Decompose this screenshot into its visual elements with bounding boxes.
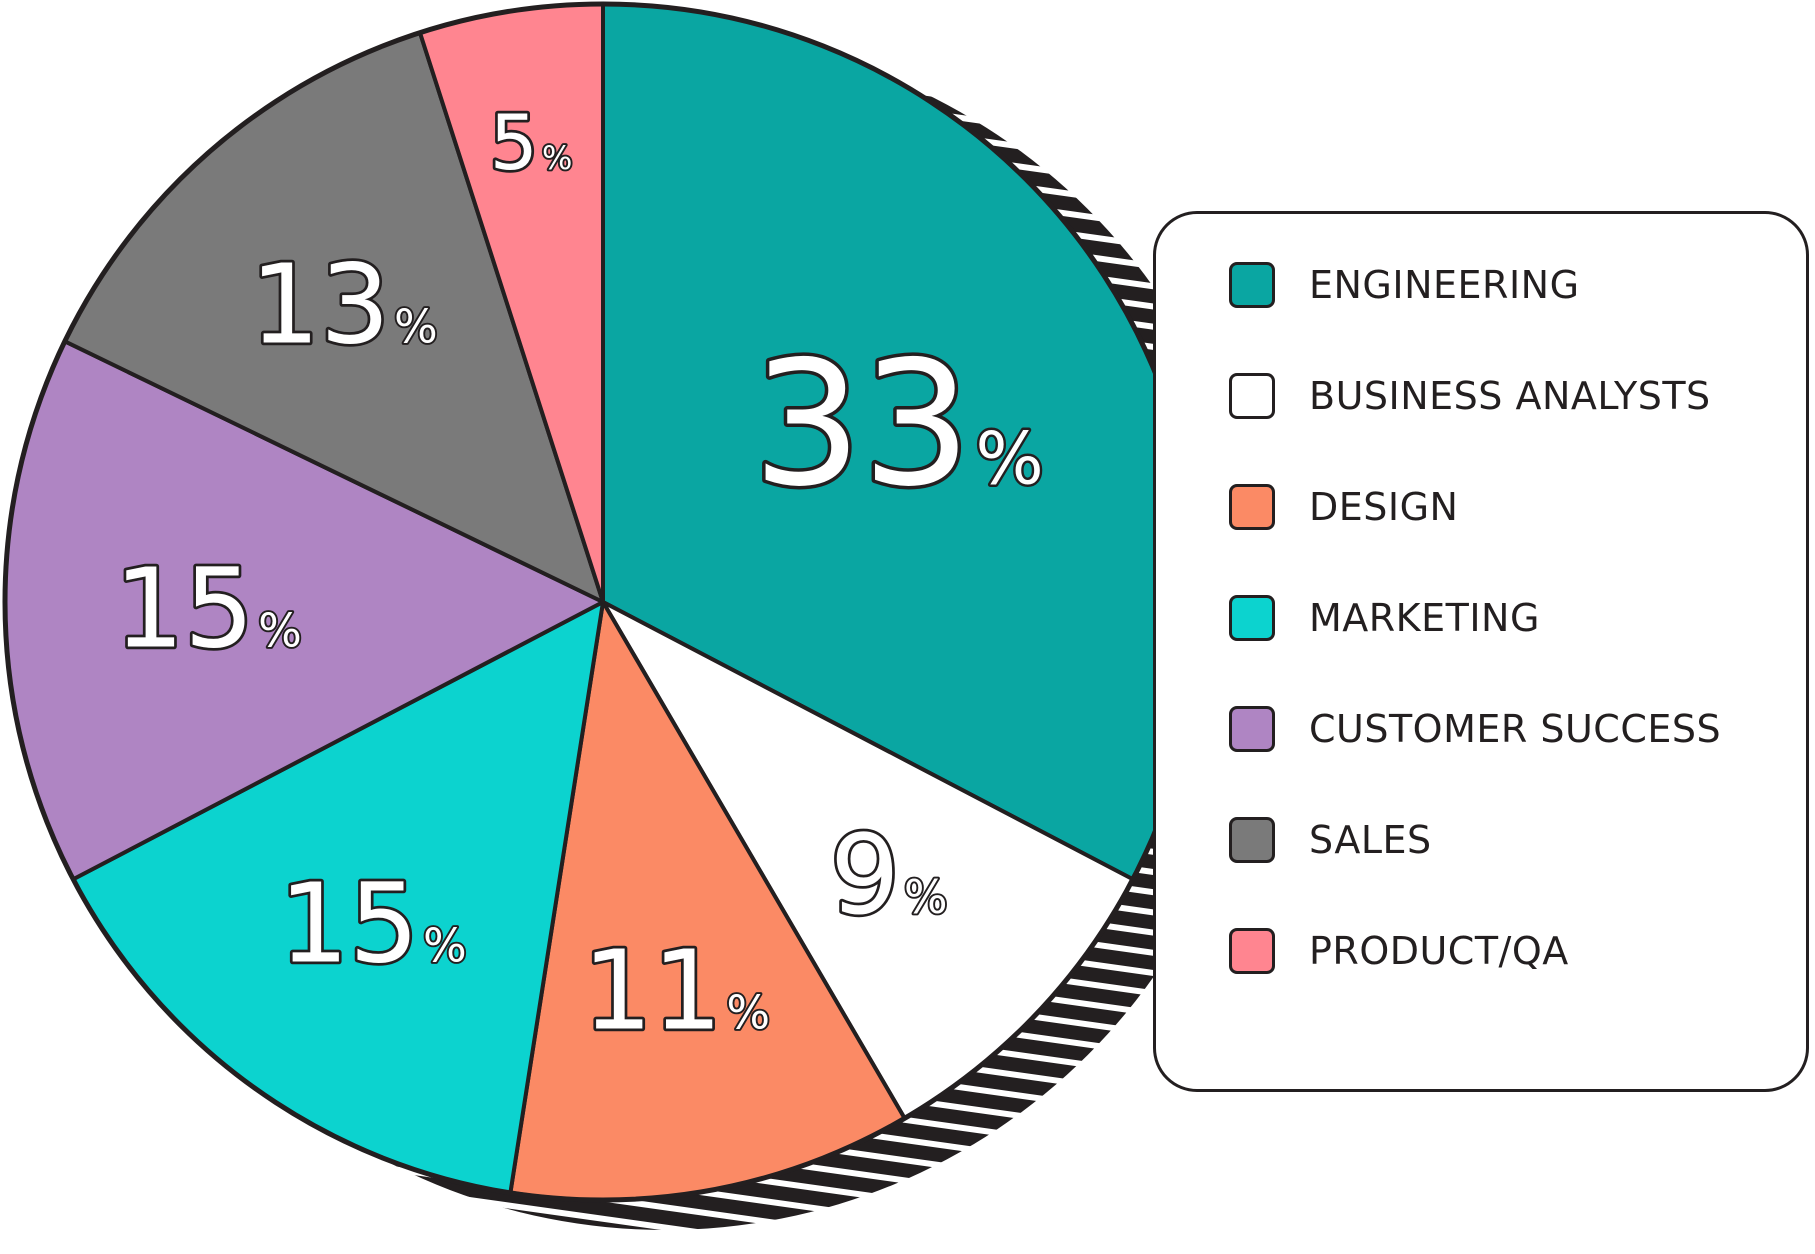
pie-label-value-customer-success: 15 xyxy=(114,545,254,673)
pie-label-business-analysts: 9% xyxy=(830,811,948,939)
legend-swatch-product-qa xyxy=(1229,928,1275,974)
legend-swatch-design xyxy=(1229,484,1275,530)
pie-label-unit-business-analysts: % xyxy=(904,870,948,924)
legend-item-engineering: ENGINEERING xyxy=(1229,259,1580,311)
pie-label-unit-sales: % xyxy=(394,299,438,353)
legend-swatch-customer-success xyxy=(1229,706,1275,752)
legend-swatch-marketing xyxy=(1229,595,1275,641)
legend-item-customer-success: CUSTOMER SUCCESS xyxy=(1229,703,1721,755)
legend-item-product-qa: PRODUCT/QA xyxy=(1229,925,1569,977)
legend-label-engineering: ENGINEERING xyxy=(1309,263,1580,307)
pie-label-unit-product-qa: % xyxy=(542,139,572,177)
pie-label-value-design: 11 xyxy=(582,927,722,1055)
legend-label-product-qa: PRODUCT/QA xyxy=(1309,929,1569,973)
legend-label-customer-success: CUSTOMER SUCCESS xyxy=(1309,707,1722,751)
legend-swatch-business-analysts xyxy=(1229,373,1275,419)
legend-swatch-engineering xyxy=(1229,262,1275,308)
pie-label-product-qa: 5% xyxy=(490,98,573,187)
legend-item-sales: SALES xyxy=(1229,814,1432,866)
pie-label-value-engineering: 33 xyxy=(752,324,971,525)
legend-label-sales: SALES xyxy=(1309,818,1432,862)
legend-label-marketing: MARKETING xyxy=(1309,596,1540,640)
legend-swatch-sales xyxy=(1229,817,1275,863)
pie-label-marketing: 15% xyxy=(279,859,467,987)
pie-label-unit-marketing: % xyxy=(423,918,467,972)
legend-label-business-analysts: BUSINESS ANALYSTS xyxy=(1309,374,1711,418)
pie-label-unit-engineering: % xyxy=(975,417,1043,501)
pie-label-unit-customer-success: % xyxy=(258,604,302,658)
pie-label-unit-design: % xyxy=(726,986,770,1040)
legend: ENGINEERING BUSINESS ANALYSTS DESIGN MAR… xyxy=(1153,211,1809,1092)
pie-label-value-sales: 13 xyxy=(250,240,390,368)
legend-item-business-analysts: BUSINESS ANALYSTS xyxy=(1229,370,1711,422)
pie-label-customer-success: 15% xyxy=(114,545,302,673)
pie-label-value-product-qa: 5 xyxy=(490,98,538,187)
legend-item-design: DESIGN xyxy=(1229,481,1458,533)
legend-label-design: DESIGN xyxy=(1309,485,1459,529)
pie-label-design: 11% xyxy=(582,927,770,1055)
pie-label-value-business-analysts: 9 xyxy=(830,811,900,939)
pie-labels: 33%9%11%15%15%13%5% xyxy=(111,95,1046,1057)
pie-label-engineering: 33% xyxy=(752,324,1043,525)
pie-label-value-marketing: 15 xyxy=(279,859,419,987)
legend-item-marketing: MARKETING xyxy=(1229,592,1540,644)
pie-label-sales: 13% xyxy=(250,240,438,368)
